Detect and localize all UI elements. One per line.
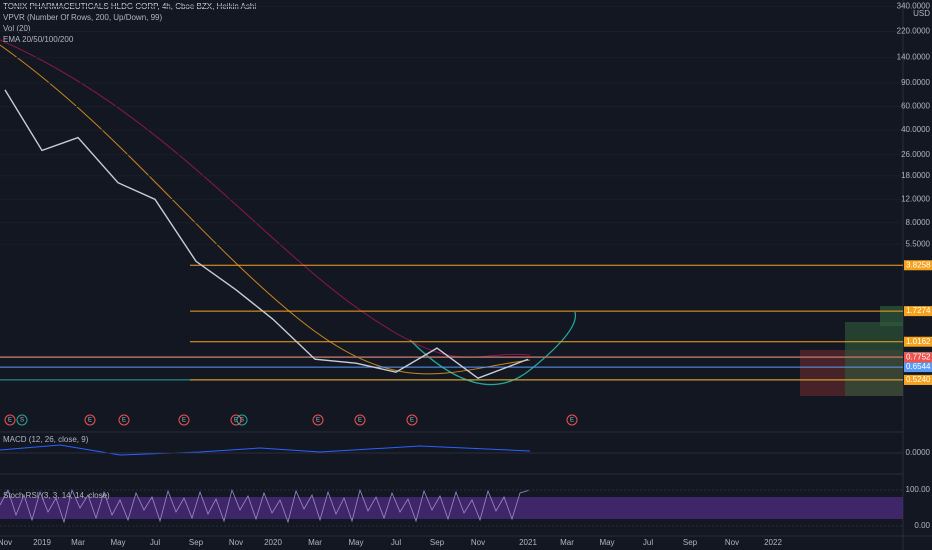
- event-marker: [16, 414, 28, 426]
- vpvr: [880, 306, 903, 326]
- price-tag: [904, 306, 932, 317]
- x-tick-label: Nov: [229, 538, 243, 547]
- event-marker: [354, 414, 366, 426]
- stoch-rsi-line: [0, 488, 531, 524]
- x-tick-label: Nov: [725, 538, 739, 547]
- y-tick-label: 8.0000: [906, 218, 931, 227]
- ema: [0, 44, 531, 375]
- x-tick-label: 2021: [519, 538, 537, 547]
- event-marker: [178, 414, 190, 426]
- price-tag-label: 3.8258: [906, 260, 931, 269]
- event-label: S: [240, 418, 244, 424]
- y-tick-label: 220.0000: [897, 27, 931, 36]
- event-label: E: [88, 418, 92, 424]
- x-tick-label: Mar: [308, 538, 322, 547]
- y-tick-label: 12.0000: [901, 194, 930, 203]
- x-tick-label: Jul: [150, 538, 160, 547]
- x-tick-label: Sep: [683, 538, 698, 547]
- x-tick-label: 2019: [33, 538, 51, 547]
- macd-title: MACD (12, 26, close, 9): [3, 435, 89, 444]
- y-tick-label: 90.0000: [901, 78, 930, 87]
- event-label: E: [234, 418, 238, 424]
- price-tag: [904, 336, 932, 347]
- event-marker: [118, 414, 130, 426]
- y-tick-label: 5.5000: [906, 239, 931, 248]
- x-tick-label: Nov: [471, 538, 485, 547]
- x-tick-label: 2022: [764, 538, 782, 547]
- event-label: E: [410, 418, 414, 424]
- event-label: S: [20, 418, 24, 424]
- rsi-title: Stoch RSI (3, 3, 14, 14, close): [3, 491, 110, 500]
- x-tick-label: Jul: [643, 538, 653, 547]
- y-tick-label: 140.0000: [897, 53, 931, 62]
- event-marker: [566, 414, 578, 426]
- x-tick-label: Mar: [560, 538, 574, 547]
- event-label: E: [358, 418, 362, 424]
- event-marker: [236, 414, 248, 426]
- macd-line: [0, 444, 531, 456]
- price-tag-label: 1.0162: [906, 337, 931, 346]
- x-tick-label: May: [599, 538, 614, 547]
- indicator-label: EMA 20/50/100/200: [3, 35, 74, 44]
- vpvr: [845, 322, 903, 396]
- indicator-label: VPVR (Number Of Rows, 200, Up/Down, 99): [3, 13, 163, 22]
- y-tick-label: 18.0000: [901, 171, 930, 180]
- price-tag: [904, 352, 932, 363]
- x-tick-label: Mar: [71, 538, 85, 547]
- x-tick-label: Sep: [430, 538, 445, 547]
- price-tag-label: 1.7274: [906, 306, 931, 315]
- x-tick-label: Jul: [391, 538, 401, 547]
- price-tag-label: 0.5240: [906, 375, 931, 384]
- x-tick-label: May: [110, 538, 125, 547]
- event-marker: [84, 414, 96, 426]
- event-label: E: [122, 418, 126, 424]
- indicator-label: Vol (20): [3, 24, 31, 33]
- event-label: E: [316, 418, 320, 424]
- x-tick-label: Nov: [0, 538, 12, 547]
- y-tick-label: 26.0000: [901, 150, 930, 159]
- price-tag-label: 0.7752: [906, 352, 931, 361]
- event-marker: [312, 414, 324, 426]
- event-label: E: [182, 418, 186, 424]
- event-marker: [4, 414, 16, 426]
- event-label: E: [570, 418, 574, 424]
- price-line: [4, 89, 529, 379]
- cup-curve: [409, 311, 577, 386]
- y-tick-label: 340.0000: [897, 2, 931, 11]
- y-tick-label: 100.00: [906, 485, 931, 494]
- y-tick-label: 60.0000: [901, 102, 930, 111]
- event-label: E: [8, 418, 12, 424]
- x-tick-label: May: [348, 538, 363, 547]
- event-marker: [230, 414, 242, 426]
- price-tag: [904, 362, 932, 373]
- y-tick-label: 0.0000: [906, 448, 931, 457]
- price-tag-label: 0.6544: [906, 362, 931, 371]
- x-tick-label: 2020: [264, 538, 282, 547]
- y-tick-label: 40.0000: [901, 125, 930, 134]
- y-tick-label: 0.00: [914, 521, 930, 530]
- currency: USD: [913, 9, 930, 18]
- price-tag: [904, 374, 932, 385]
- price-tag: [904, 260, 932, 271]
- event-marker: [406, 414, 418, 426]
- x-tick-label: Sep: [189, 538, 204, 547]
